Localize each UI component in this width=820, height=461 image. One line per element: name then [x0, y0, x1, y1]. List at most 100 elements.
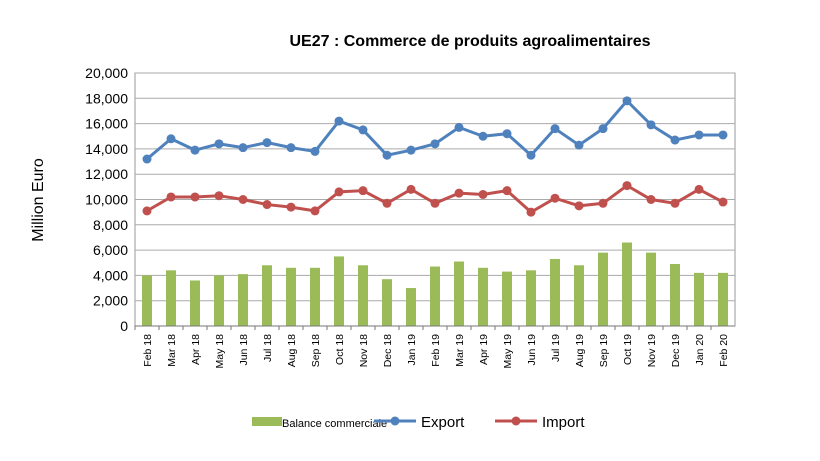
point-export: [358, 125, 368, 135]
x-tick-label: Dec 18: [382, 334, 394, 367]
x-tick-label: May 19: [502, 334, 514, 369]
y-tick-label: 20,000: [85, 65, 128, 81]
point-import: [358, 186, 368, 196]
x-tick-label: Jul 19: [550, 334, 562, 362]
y-tick-label: 0: [120, 318, 128, 334]
point-import: [502, 186, 512, 196]
point-import: [670, 198, 680, 208]
x-tick-label: Feb 19: [430, 334, 442, 367]
legend-label-import: Import: [542, 414, 585, 431]
point-export: [166, 134, 176, 144]
bar-balance: [646, 252, 656, 326]
point-export: [598, 124, 608, 134]
bar-balance: [310, 267, 320, 326]
x-tick-label: Nov 19: [646, 334, 658, 367]
point-import: [406, 184, 416, 194]
point-import: [238, 195, 248, 204]
bar-balance: [406, 288, 416, 326]
y-tick-label: 12,000: [85, 166, 128, 182]
x-tick-label: Jan 19: [406, 334, 418, 366]
bar-balance: [622, 242, 632, 326]
bar-balance: [718, 272, 728, 326]
bar-balance: [334, 256, 344, 326]
bar-balance: [142, 275, 152, 326]
bar-balance: [574, 265, 584, 326]
point-export: [694, 130, 704, 140]
point-import: [454, 188, 464, 198]
point-export: [478, 131, 488, 141]
point-import: [262, 200, 272, 210]
bar-balance: [382, 279, 392, 326]
point-import: [526, 207, 536, 217]
y-tick-label: 4,000: [93, 267, 128, 283]
point-import: [550, 193, 560, 203]
y-tick-label: 8,000: [93, 217, 128, 233]
y-axis-label: Million Euro: [30, 158, 47, 242]
x-tick-label: Sep 18: [310, 334, 322, 367]
bar-balance: [358, 265, 368, 326]
x-tick-label: Aug 18: [286, 334, 298, 367]
bar-balance: [454, 261, 464, 326]
x-tick-label: Sep 19: [598, 334, 610, 367]
bar-balance: [478, 267, 488, 326]
y-tick-label: 16,000: [85, 116, 128, 132]
point-import: [694, 184, 704, 194]
bar-balance: [214, 275, 224, 326]
point-import: [382, 198, 392, 208]
point-export: [142, 154, 152, 164]
bar-balance: [670, 264, 680, 326]
x-tick-label: Jul 18: [262, 334, 274, 362]
bar-balance: [502, 271, 512, 326]
bar-balance: [238, 274, 248, 326]
bar-balance: [286, 267, 296, 326]
x-tick-label: Apr 19: [478, 334, 490, 365]
x-tick-label: Oct 19: [622, 334, 634, 365]
y-tick-label: 6,000: [93, 242, 128, 258]
point-export: [454, 122, 464, 132]
point-export: [526, 150, 536, 160]
point-export: [550, 124, 560, 134]
x-tick-label: Jun 18: [238, 334, 250, 366]
y-tick-label: 2,000: [93, 293, 128, 309]
point-export: [238, 143, 248, 153]
bar-balance: [430, 266, 440, 326]
point-export: [190, 145, 200, 155]
point-import: [214, 191, 224, 201]
x-tick-label: Oct 18: [334, 334, 346, 365]
point-export: [622, 96, 632, 106]
point-export: [334, 116, 344, 126]
bar-balance: [598, 252, 608, 326]
point-import: [310, 206, 320, 216]
y-tick-label: 10,000: [85, 192, 128, 208]
legend-swatch-balance: [252, 417, 282, 426]
point-export: [262, 138, 272, 148]
point-import: [286, 202, 296, 212]
bar-balance: [526, 270, 536, 326]
point-export: [574, 140, 584, 150]
point-export: [382, 150, 392, 160]
point-import: [334, 187, 344, 197]
point-import: [574, 201, 584, 211]
x-tick-label: Feb 20: [718, 334, 730, 367]
point-import: [478, 189, 488, 199]
bar-balance: [262, 265, 272, 326]
point-export: [286, 143, 296, 153]
point-import: [646, 195, 656, 204]
point-export: [646, 120, 656, 130]
point-import: [622, 181, 632, 191]
bar-balance: [166, 270, 176, 326]
line-export: [146, 98, 723, 161]
point-export: [310, 146, 320, 156]
point-export: [718, 130, 728, 140]
x-tick-label: Nov 18: [358, 334, 370, 367]
legend-label-export: Export: [421, 414, 465, 431]
point-import: [718, 197, 728, 207]
x-tick-label: Apr 18: [190, 334, 202, 365]
x-tick-label: Jun 19: [526, 334, 538, 366]
point-import: [142, 206, 152, 216]
x-tick-label: Dec 19: [670, 334, 682, 367]
point-import: [166, 192, 176, 202]
y-tick-label: 14,000: [85, 141, 128, 157]
bar-balance: [190, 280, 200, 326]
legend-marker-export: [390, 416, 400, 426]
